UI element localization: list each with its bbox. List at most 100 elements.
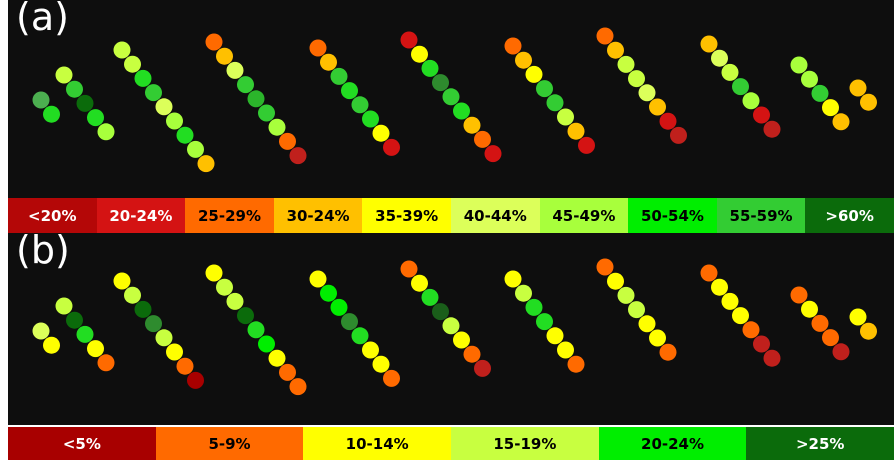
pellet-dot [237, 307, 254, 325]
pellet-dot [659, 343, 677, 361]
pellet-dot [700, 35, 718, 53]
legend-swatch: 55-59% [716, 198, 806, 233]
pellet-strip [790, 56, 850, 131]
pellet-strip [849, 308, 877, 340]
pellet-dot [442, 317, 460, 335]
pellet-dot [320, 284, 337, 302]
pellet-dot [237, 76, 254, 94]
pellet-dot [463, 345, 481, 363]
pellet-dot [463, 116, 481, 134]
legend-swatch: <5% [8, 427, 156, 460]
pellet-dot [484, 145, 502, 163]
pellet-dot [421, 288, 439, 306]
pellet-dot [811, 314, 829, 332]
pellet-strip [700, 264, 781, 367]
pellet-strip [504, 270, 585, 373]
pellet-dot [753, 106, 770, 124]
pellet-dot [226, 292, 244, 310]
legend-swatch: 40-44% [450, 198, 540, 233]
pellet-dot [66, 80, 83, 98]
pellet-dot [205, 33, 223, 51]
pellet-dot [320, 53, 337, 71]
photo-panel-a: (a) [8, 0, 894, 198]
pellet-dot [279, 132, 296, 150]
pellet-dot [546, 94, 564, 112]
pellet-dot [832, 113, 850, 131]
pellet-dot [649, 98, 666, 116]
pellet-strips-b [32, 258, 877, 396]
pellet-dot [268, 349, 286, 367]
pellet-dot [432, 74, 449, 92]
pellet-dot [124, 286, 141, 304]
pellet-dot [721, 63, 739, 81]
pellet-strip [55, 66, 115, 141]
pellet-dot [32, 322, 50, 340]
legend-swatch: 20-24% [598, 427, 747, 460]
pellet-dot [557, 108, 574, 126]
pellet-dot [849, 308, 867, 326]
legend-swatch: 10-14% [303, 427, 452, 460]
pellet-dot [187, 140, 204, 158]
pellet-strip [504, 37, 595, 154]
pellet-dot [258, 104, 275, 122]
pellet-dot [442, 88, 460, 106]
pellet-dot [372, 355, 390, 373]
pellet-dot [32, 91, 50, 109]
pellet-dot [330, 298, 348, 316]
pellet-dot [289, 378, 307, 396]
pellet-dot [113, 41, 131, 59]
pellet-dot [124, 55, 141, 73]
pellet-dot [790, 286, 808, 304]
pellet-dot [742, 92, 760, 110]
pellet-dot [742, 321, 760, 339]
pellet-dot [383, 369, 400, 387]
legend-a: <20% 20-24% 25-29% 30-24% 35-39% 40-44% 45-49%… [8, 198, 894, 233]
legend-swatch: <20% [8, 198, 97, 233]
pellet-dot [453, 331, 470, 349]
pellet-dot [832, 343, 850, 361]
pellet-dot [732, 78, 749, 96]
pellet-dot [649, 329, 666, 347]
pellet-dot [515, 284, 532, 302]
pellet-strip [32, 91, 60, 123]
pellet-strip [205, 264, 307, 396]
pellet-dot [711, 49, 728, 67]
pellet-dot [763, 349, 781, 367]
legend-b: <5% 5-9% 10-14% 15-19% 20-24% >25% [8, 427, 895, 460]
pellet-strip [32, 322, 60, 354]
pellet-dot [145, 315, 162, 333]
pellet-dot [567, 122, 585, 140]
panel-label-a: (a) [16, 0, 69, 39]
pellet-dot [341, 313, 358, 331]
pellet-dot [763, 120, 781, 138]
pellet-strip [309, 270, 400, 387]
pellet-strip [790, 286, 850, 361]
legend-swatch: 15-19% [451, 427, 599, 460]
pellet-strip [205, 33, 307, 165]
pellet-dot [525, 65, 543, 83]
pellet-dot [801, 300, 818, 318]
pellet-dot [247, 90, 265, 108]
pellet-dot [822, 329, 839, 347]
pellet-dot [628, 301, 645, 319]
legend-swatch: 20-24% [96, 198, 186, 233]
pellet-dot [113, 272, 131, 290]
pellet-strip [400, 31, 502, 163]
legend-swatch: 30-24% [273, 198, 363, 233]
pellet-strip [700, 35, 781, 138]
pellet-dot [515, 51, 532, 69]
legend-swatch: 50-54% [628, 198, 717, 233]
pellet-dot [670, 126, 687, 144]
pellet-dot [247, 321, 265, 339]
pellet-strip [113, 41, 215, 173]
pellet-dot [351, 96, 369, 114]
pellet-dot [801, 70, 818, 88]
legend-swatch: 45-49% [539, 198, 629, 233]
pellet-dot [176, 357, 194, 375]
pellet-dot [659, 112, 677, 130]
pellet-dot [504, 270, 522, 288]
pellet-dot [166, 343, 183, 361]
pellet-dot [849, 79, 867, 97]
pellet-dot [55, 66, 73, 84]
pellet-dot [504, 37, 522, 55]
